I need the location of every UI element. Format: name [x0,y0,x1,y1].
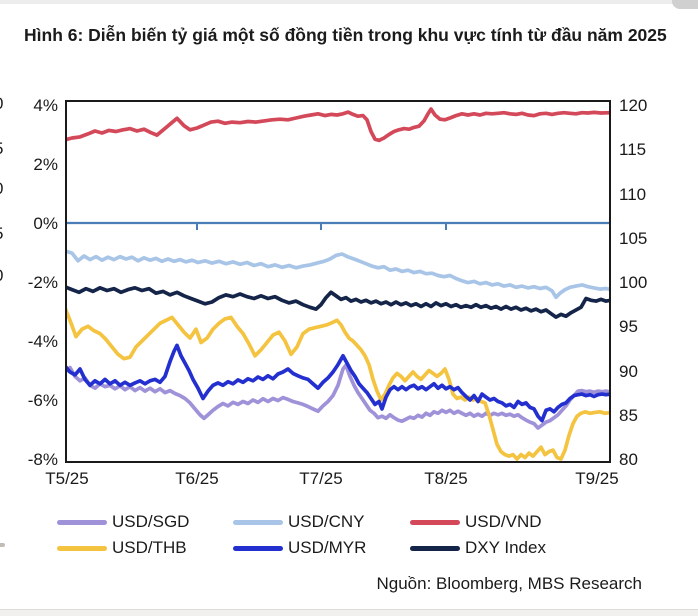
right-axis-tick: 80 [619,450,638,469]
legend-label: USD/THB [112,538,187,557]
left-axis-tick: -4% [27,332,58,351]
legend-label: DXY Index [465,538,546,557]
legend-label: USD/MYR [288,538,367,557]
legend-item-usd-cny: USD/CNY [233,511,365,533]
x-axis-tick: T5/25 [45,469,89,488]
top-edge-strip [0,0,698,4]
usd-sgd-line-swatch [57,519,107,525]
bottom-edge-strip [0,609,698,616]
legend-item-dxy-index: DXY Index [410,537,546,559]
legend-label: USD/CNY [288,512,365,531]
left-axis-tick: 0% [33,214,58,233]
legend-item-usd-vnd: USD/VND [410,511,542,533]
left-edge-digit-fragment: 5 [0,224,3,244]
right-axis-tick: 85 [619,406,638,425]
right-axis-tick: 115 [619,140,647,159]
usd-vnd-line-swatch [410,519,460,525]
legend-label: USD/SGD [112,512,190,531]
left-axis-tick: -6% [27,391,58,410]
left-axis-tick: -8% [27,450,58,469]
left-edge-digit-fragment: 0 [0,266,3,286]
right-axis-tick: 90 [619,361,638,381]
right-axis-tick: 110 [619,184,647,204]
x-axis-tick: T8/25 [424,469,468,488]
right-axis-tick: 105 [619,229,648,248]
figure-title: Hình 6: Diễn biến tỷ giá một số đồng tiề… [24,25,667,45]
left-axis-tick: 4% [33,96,58,115]
left-edge-digit-fragment: 5 [0,139,3,159]
x-axis-tick: T9/25 [575,469,619,488]
x-axis-tick: T7/25 [299,469,343,488]
line-chart [65,107,611,461]
x-axis-tick: T6/25 [175,469,219,488]
left-axis-tick: -2% [27,273,58,292]
plot-border [65,100,611,463]
scrollbar-fragment [672,0,698,9]
source-note: Nguồn: Bloomberg, MBS Research [376,574,642,593]
left-axis-tick: 2% [33,155,58,174]
legend-label: USD/VND [465,512,542,531]
left-edge-digit-fragment: 0 [0,94,3,114]
right-axis-tick: 100 [619,273,648,292]
legend-item-usd-thb: USD/THB [57,537,187,559]
usd-cny-line-swatch [233,519,283,525]
usd-myr-line-swatch [233,545,283,551]
legend-item-usd-sgd: USD/SGD [57,511,189,533]
usd-thb-line-swatch [57,545,107,551]
right-axis-tick: 95 [619,317,638,336]
legend-item-usd-myr: USD/MYR [233,537,366,559]
left-edge-legend-fragment [0,543,5,547]
left-edge-digit-fragment: 0 [0,179,3,199]
dxy-index-line-swatch [410,545,460,551]
right-axis-tick: 120 [619,96,648,115]
